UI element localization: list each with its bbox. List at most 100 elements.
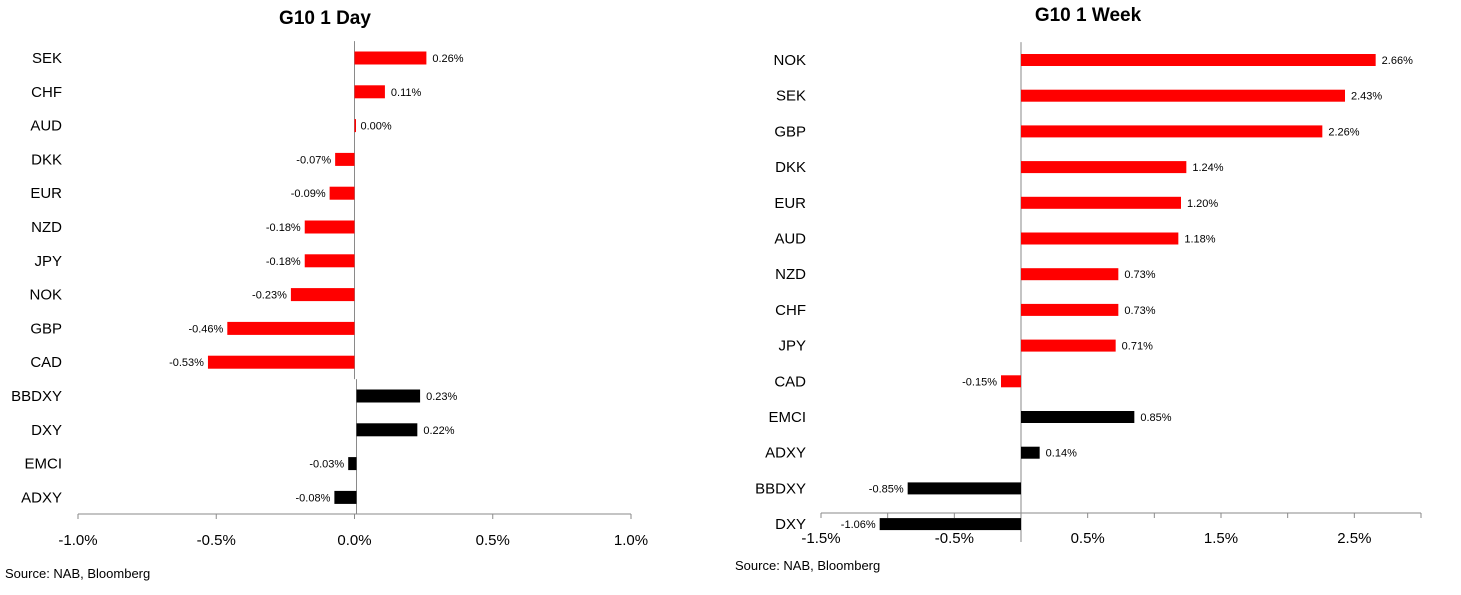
x-tick-label: 1.5%	[1204, 530, 1238, 547]
data-label: -0.53%	[169, 357, 204, 369]
bar-emci	[348, 457, 357, 471]
category-label: DKK	[775, 159, 806, 176]
x-tick-label: 0.0%	[337, 532, 371, 549]
chart-title: G10 1 Week	[1035, 5, 1142, 26]
bar-nok	[290, 288, 355, 302]
data-label: 0.73%	[1124, 269, 1155, 281]
bar-gbp	[227, 321, 355, 335]
bar-sek	[354, 51, 427, 65]
data-label: 0.73%	[1124, 305, 1155, 317]
data-label: 1.24%	[1192, 162, 1223, 174]
category-label: CHF	[31, 84, 62, 101]
bar-dxy	[879, 518, 1021, 531]
x-tick-label: -1.5%	[801, 530, 840, 547]
data-label: -0.09%	[291, 188, 326, 200]
data-label: 0.11%	[391, 87, 422, 99]
category-label: AUD	[30, 118, 62, 135]
bar-chf	[1021, 303, 1119, 316]
x-tick-label: 2.5%	[1337, 530, 1371, 547]
bar-cad	[1001, 375, 1021, 388]
category-label: ADXY	[21, 489, 62, 506]
data-label: 0.00%	[361, 121, 392, 133]
data-label: 2.66%	[1382, 55, 1413, 67]
data-label: -0.07%	[296, 154, 331, 166]
bar-eur	[329, 186, 355, 200]
data-label: 0.23%	[426, 391, 457, 403]
category-label: GBP	[774, 123, 806, 140]
bar-gbp	[1021, 125, 1323, 138]
bar-jpy	[304, 254, 355, 268]
category-label: NZD	[31, 219, 62, 236]
data-label: -0.15%	[962, 376, 997, 388]
bar-emci	[1021, 411, 1135, 423]
bar-adxy	[1021, 446, 1040, 459]
category-label: NOK	[29, 287, 62, 304]
category-label: JPY	[778, 338, 806, 355]
category-label: JPY	[34, 253, 62, 270]
category-label: EMCI	[769, 409, 807, 426]
category-label: EUR	[30, 185, 62, 202]
category-label: EUR	[774, 195, 806, 212]
chart-title: G10 1 Day	[279, 8, 371, 29]
chart-2: G10 1 Week NOK 2.66% SEK 2.43% GBP 2.26% DKK 1.2…	[735, 5, 1422, 573]
bar-aud	[354, 119, 356, 133]
bar-bbdxy	[907, 482, 1021, 495]
bar-dkk	[335, 152, 355, 166]
data-label: -0.03%	[309, 459, 344, 471]
data-label: 2.26%	[1328, 126, 1359, 138]
bar-chf	[354, 85, 385, 99]
data-label: -0.23%	[252, 290, 287, 302]
chart-1: G10 1 Day SEK 0.26% CHF 0.11% AUD 0.00% DKK -0.0…	[5, 8, 648, 581]
category-label: NZD	[775, 266, 806, 283]
data-label: 1.18%	[1184, 234, 1215, 246]
bar-nzd	[304, 220, 355, 234]
data-label: 0.22%	[423, 425, 454, 437]
data-label: -0.85%	[869, 483, 904, 495]
bar-nzd	[1021, 268, 1119, 281]
bar-nok	[1021, 54, 1376, 66]
bar-adxy	[334, 490, 357, 504]
category-label: SEK	[776, 88, 806, 105]
x-tick-label: -0.5%	[935, 530, 974, 547]
data-label: 2.43%	[1351, 91, 1382, 103]
x-tick-label: 1.0%	[614, 532, 648, 549]
category-label: DKK	[31, 151, 62, 168]
bar-dxy	[356, 423, 418, 437]
bar-jpy	[1021, 339, 1116, 352]
x-tick-label: -1.0%	[58, 532, 97, 549]
category-label: NOK	[773, 52, 806, 69]
data-label: 0.26%	[432, 53, 463, 65]
bar-bbdxy	[356, 389, 421, 403]
data-label: 0.85%	[1140, 412, 1171, 424]
data-label: -1.06%	[841, 519, 876, 531]
category-label: AUD	[774, 231, 806, 248]
x-tick-label: 0.5%	[1071, 530, 1105, 547]
x-tick-label: 0.5%	[476, 532, 510, 549]
data-label: -0.18%	[266, 222, 301, 234]
data-label: -0.18%	[266, 256, 301, 268]
data-label: 0.71%	[1122, 341, 1153, 353]
category-label: BBDXY	[11, 388, 62, 405]
category-label: EMCI	[25, 456, 63, 473]
bar-cad	[207, 355, 355, 369]
category-label: BBDXY	[755, 480, 806, 497]
category-label: DXY	[775, 516, 806, 533]
data-label: 0.14%	[1046, 448, 1077, 460]
data-label: -0.46%	[188, 323, 223, 335]
bar-aud	[1021, 232, 1179, 245]
category-label: ADXY	[765, 445, 806, 462]
bar-eur	[1021, 196, 1181, 209]
x-tick-label: -0.5%	[197, 532, 236, 549]
category-label: GBP	[30, 320, 62, 337]
source-note: Source: NAB, Bloomberg	[735, 558, 880, 573]
source-note: Source: NAB, Bloomberg	[5, 566, 150, 581]
category-label: DXY	[31, 422, 62, 439]
category-label: SEK	[32, 50, 62, 67]
data-label: 1.20%	[1187, 198, 1218, 210]
data-label: -0.08%	[296, 492, 331, 504]
bar-dkk	[1021, 161, 1187, 174]
category-label: CHF	[775, 302, 806, 319]
bar-sek	[1021, 89, 1345, 102]
category-label: CAD	[30, 354, 62, 371]
